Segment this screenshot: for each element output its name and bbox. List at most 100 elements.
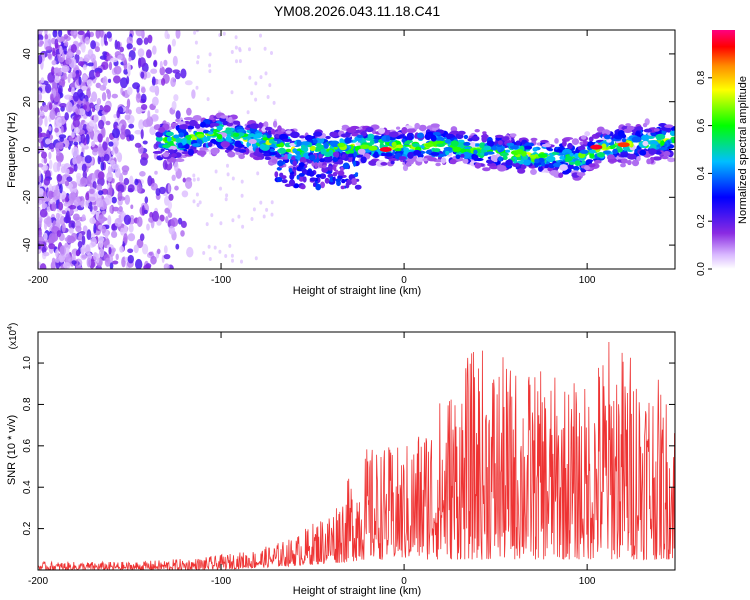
spectrogram-cell — [319, 158, 326, 163]
spectrogram-cell — [659, 147, 668, 151]
spectrogram-cell — [165, 67, 173, 74]
spectrogram-cell — [418, 124, 427, 132]
spectrogram-cell — [275, 131, 284, 135]
spectrogram-cell — [56, 161, 61, 172]
spectrogram-cell — [462, 151, 471, 159]
spectrogram-cell — [167, 201, 173, 210]
spectrogram-cell — [71, 146, 80, 158]
spectrogram-cell — [424, 143, 434, 148]
spectrogram-cell — [121, 165, 130, 173]
spectrogram-cell — [56, 173, 63, 182]
spectrogram-cell — [127, 233, 136, 242]
spectrogram-cell — [567, 164, 574, 170]
spectrogram-cell — [208, 69, 212, 74]
spectrogram-cell — [130, 204, 134, 210]
spectrogram-cell — [430, 152, 440, 156]
spectrogram-cell — [497, 165, 507, 172]
spectrogram-cell — [186, 107, 192, 116]
spectrogram-cell — [351, 132, 359, 137]
spectrogram-panel: -200 -100 0 100 40 20 0 -20 -40 Height of strai… — [6, 29, 676, 297]
spectrogram-cell — [187, 148, 194, 156]
spectrogram-cell — [474, 129, 480, 133]
spectrogram-cell — [42, 104, 49, 113]
spectrogram-cell — [167, 44, 172, 54]
spectrogram-cell — [403, 141, 411, 145]
spectrogram-cell — [279, 142, 285, 148]
snr-y-ticks: 1.0 0.8 0.6 0.4 0.2 — [22, 356, 675, 536]
spectrogram-cell — [168, 145, 178, 151]
spectrogram-cell — [164, 207, 171, 214]
spectrogram-cell — [240, 193, 244, 198]
spectrogram-cell — [238, 149, 247, 153]
spectrogram-cell — [483, 145, 492, 151]
spectrogram-cell — [114, 167, 121, 179]
spectrogram-cell — [127, 254, 134, 264]
spectrogram-cell — [541, 143, 552, 148]
spectrogram-cell — [79, 177, 88, 187]
spectrogram-cell — [143, 264, 151, 269]
spectrogram-cell — [231, 258, 234, 263]
spectrogram-cell — [43, 191, 47, 199]
spectrogram-cell — [646, 158, 652, 165]
spectrogram-cell — [345, 181, 350, 189]
spectrogram-cell — [351, 178, 357, 183]
spectrogram-cell — [156, 219, 162, 226]
spectrogram-cell — [163, 254, 171, 260]
spectrogram-cell — [71, 131, 75, 138]
spectrogram-cell — [152, 45, 157, 55]
spectrogram-cell — [105, 194, 113, 205]
spectrogram-cell — [48, 159, 53, 170]
spectrogram-cell — [486, 140, 495, 147]
spectrogram-cell — [168, 225, 175, 235]
spectrogram-cell — [38, 92, 43, 102]
spectrogram-cell — [128, 56, 132, 62]
spectrogram-cell — [55, 42, 59, 49]
spectrogram-cell — [186, 125, 195, 130]
spectrogram-cell — [90, 236, 97, 247]
spectrogram-cell — [407, 151, 414, 159]
spectrogram-cell — [88, 120, 96, 127]
spectrogram-cell — [265, 207, 269, 212]
spectrogram-cell — [51, 202, 57, 212]
spectrogram-cell — [401, 127, 408, 134]
spectrogram-cell — [167, 212, 173, 218]
spectrogram-cell — [332, 156, 339, 163]
spectrogram-cell — [369, 140, 375, 145]
spectrogram-cell — [136, 37, 143, 46]
spectrogram-cell — [81, 214, 86, 222]
spectrogram-cell — [271, 128, 276, 135]
spectrogram-cell — [135, 106, 143, 115]
spectrogram-cell — [43, 217, 52, 225]
spectrogram-cell — [471, 135, 480, 142]
spectrogram-cell — [91, 140, 96, 148]
spectrogram-cell — [252, 207, 256, 212]
spectrogram-cell — [254, 256, 258, 261]
spectrogram-cell — [316, 143, 322, 149]
snr-y-tick-label: 0.8 — [22, 397, 33, 411]
spectrogram-cell — [226, 163, 229, 168]
spectrogram-cell — [292, 160, 298, 167]
spectrogram-cell — [183, 117, 194, 121]
spectrogram-cell — [332, 172, 338, 177]
spectrogram-cell — [171, 100, 177, 110]
spectrogram-cell — [207, 244, 211, 249]
spectrogram-cell — [288, 167, 293, 173]
spectrogram-cell — [52, 50, 56, 57]
spectrogram-cell — [227, 151, 236, 158]
spectrogram-cell — [521, 164, 527, 170]
spectrogram-cell — [123, 68, 129, 75]
spectrogram-cell — [163, 59, 168, 67]
spectrogram-cell — [432, 131, 441, 136]
spectrogram-cell — [55, 218, 61, 228]
snr-y-tick-label: 0.2 — [22, 521, 33, 535]
spectrogram-cell — [114, 217, 122, 227]
spectrogram-cell — [82, 170, 88, 179]
spectrogram-cell — [77, 240, 83, 248]
spectrogram-cell — [111, 149, 115, 156]
spectrogram-cell — [68, 204, 77, 210]
spectrogram-cell — [93, 223, 97, 234]
spectrogram-cell — [66, 210, 70, 220]
spectrogram-cell — [51, 60, 57, 66]
spectrogram-cell — [334, 151, 340, 158]
